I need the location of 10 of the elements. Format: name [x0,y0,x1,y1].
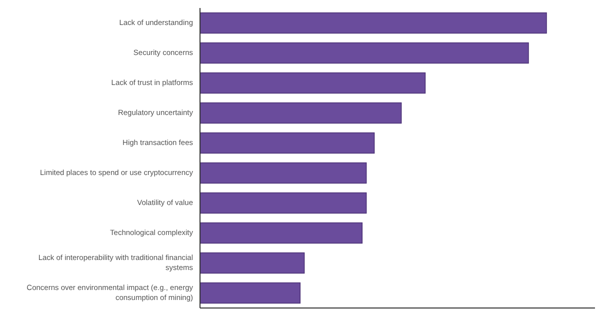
bar [200,12,547,34]
bar [200,132,375,154]
bar [200,102,402,124]
bar [200,252,305,274]
bar [200,42,529,64]
bar [200,162,367,184]
bar [200,222,363,244]
bar [200,72,426,94]
bar [200,192,367,214]
bar [200,282,301,304]
